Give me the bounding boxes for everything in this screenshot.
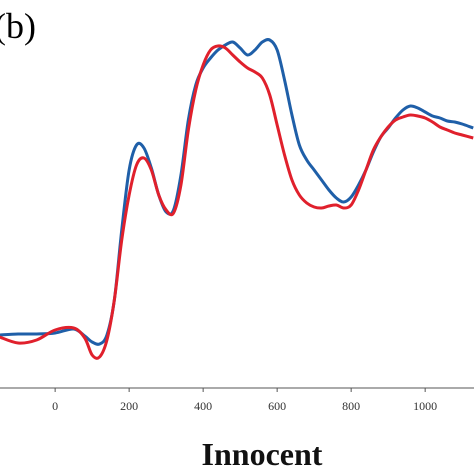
x-tick-label: 200: [120, 399, 138, 413]
x-axis-label: Innocent: [202, 436, 323, 472]
panel-label: (b): [0, 6, 36, 46]
x-tick-label: 400: [194, 399, 212, 413]
x-tick-label: 800: [342, 399, 360, 413]
x-tick-label: 0: [52, 399, 58, 413]
data-line: [0, 38, 474, 346]
x-tick-label: 600: [268, 399, 286, 413]
data-line: [0, 44, 474, 360]
x-tick-label: 1000: [413, 399, 437, 413]
